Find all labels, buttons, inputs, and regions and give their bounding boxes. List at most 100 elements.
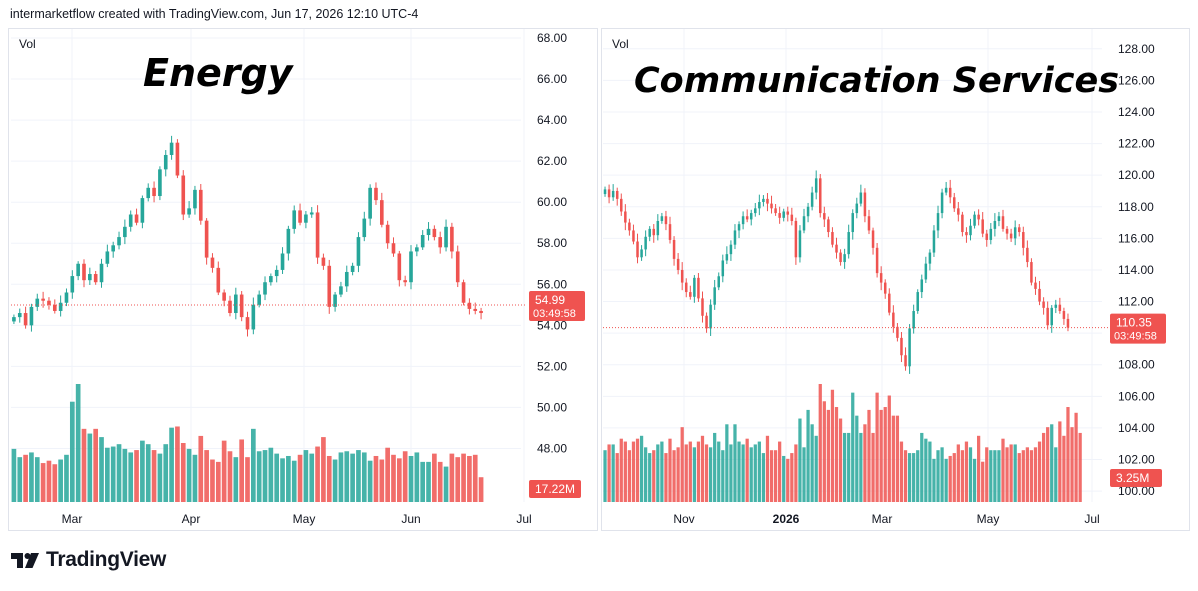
volume-bar [1013,444,1017,502]
y-tick-label: 126.00 [1118,73,1155,87]
volume-bar [280,458,285,502]
candle-body [187,208,191,215]
volume-bar [725,424,729,502]
volume-bar [956,444,960,502]
candle-body [193,189,197,209]
x-tick-label: Apr [182,512,201,526]
volume-bar [1033,447,1038,502]
volume-bar [899,441,904,502]
communication-services-chart-panel[interactable]: 128.00 126.00 124.00 122.00 120.00 118.00 116.… [601,28,1190,531]
volume-bar [940,447,944,502]
volume-bar [968,447,973,502]
volume-bar [1062,435,1066,502]
volume-bar [1037,441,1042,502]
volume-bar [1050,424,1054,502]
volume-label: Vol [19,37,36,51]
volume-bar [1005,447,1009,502]
y-tick-label: 48.00 [537,441,567,455]
volume-bar [46,460,52,502]
candle-body [672,239,676,259]
candle-body [117,237,121,246]
volume-bar [180,443,186,502]
y-tick-label: 52.00 [537,359,567,373]
volume-bar [110,446,116,502]
communication-services-chart-canvas[interactable]: 128.00 126.00 124.00 122.00 120.00 118.00 116.… [602,29,1191,532]
volume-bar [997,450,1001,502]
candle-body [216,267,221,293]
candle-body [953,197,956,209]
volume-bar [842,432,847,502]
candle-body [228,300,232,314]
candle-body [920,279,924,293]
candle-body [839,252,842,263]
volume-bar [623,441,627,502]
candle-body [461,282,466,303]
volume-bar [75,384,81,502]
volume-bar [239,439,244,502]
x-tick-label: Jul [516,512,531,526]
tradingview-logo[interactable]: TradingView [10,548,166,572]
volume-bar [408,455,414,502]
candle-body [128,214,133,227]
candle-body [664,216,668,225]
x-tick-label: May [293,512,316,526]
volume-bar [344,451,350,502]
volume-bar [58,459,63,502]
volume-bar [920,432,924,502]
candle-body [269,276,273,283]
candle-body [827,219,830,233]
volume-bar [684,444,688,502]
volume-bar [713,432,717,502]
volume-bar [81,428,87,502]
candle-body [843,254,846,263]
candle-body [76,263,80,277]
volume-bar [338,452,344,502]
volume-bar [233,457,239,502]
candle-body [912,311,915,329]
volume-bar [863,424,867,502]
volume-bar [379,459,385,502]
x-tick-label: Mar [62,512,83,526]
volume-bar [437,461,443,502]
volume-bar [472,454,478,502]
volume-bar [227,451,233,502]
last-volume-value: 3.25M [1116,471,1149,485]
volume-bar [414,452,420,502]
candle-body [656,220,660,236]
candle-body [1058,304,1062,312]
volume-bar [17,457,23,502]
volume-bar [672,450,676,502]
y-tick-label: 116.00 [1118,231,1154,245]
candle-body [770,203,773,209]
candle-body [1001,216,1005,229]
energy-chart-canvas[interactable]: 68.00 66.00 64.00 62.00 60.00 58.00 56.00 54.00… [9,29,599,532]
last-volume-label-bg [1110,469,1162,487]
candle-body [52,304,57,311]
energy-chart-panel[interactable]: 68.00 66.00 64.00 62.00 60.00 58.00 56.00 54.00… [8,28,598,531]
candle-body [12,317,16,322]
y-tick-label: 122.00 [1118,137,1155,151]
volume-bar [749,447,753,502]
volume-bar [420,461,426,502]
y-tick-label: 118.00 [1118,200,1154,214]
candle-body [29,306,34,326]
candle-body [697,277,700,299]
volume-bar [210,459,215,502]
volume-bar [867,409,871,502]
y-tick-label: 120.00 [1118,168,1155,182]
candle-body [368,187,372,219]
volume-bar [729,444,733,502]
candle-body [721,260,725,277]
candle-body [35,298,40,307]
candle-body [455,251,460,283]
candle-body [309,212,314,215]
candle-body [58,302,63,311]
volume-bar [169,427,174,502]
volume-bar [396,458,402,502]
candle-body [251,304,256,330]
volume-bar [274,453,280,502]
volume-bar [737,441,741,502]
volume-bar [907,453,912,502]
volume-bar [297,454,303,502]
candle-body [163,154,168,170]
